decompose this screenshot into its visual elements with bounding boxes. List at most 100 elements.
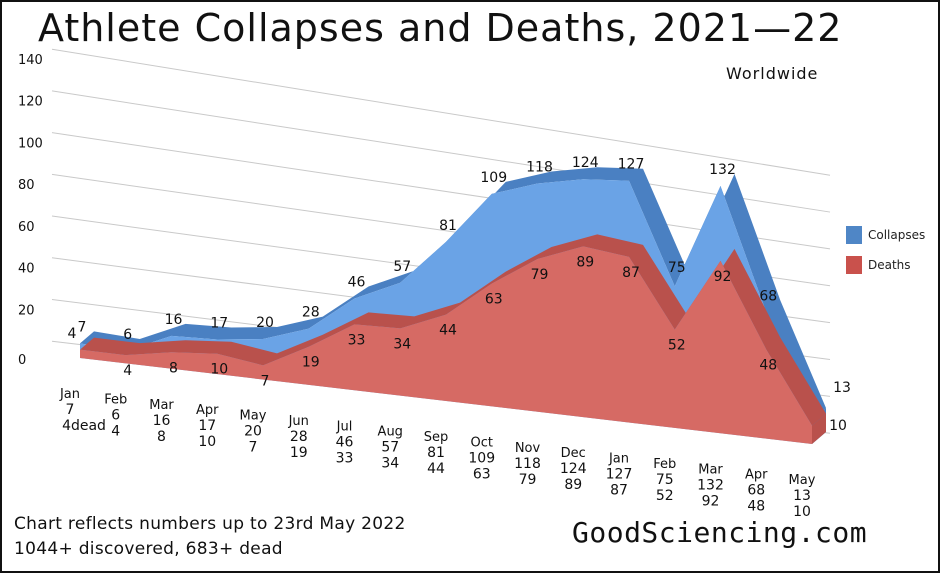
death-value-label: 92 [714, 269, 732, 285]
collapse-value-label: 57 [393, 259, 411, 275]
table-collapses-value: 28 [290, 429, 308, 445]
table-deaths-value: 10 [793, 504, 811, 520]
collapse-value-label: 20 [256, 315, 274, 331]
y-tick-label: 0 [18, 353, 26, 368]
collapse-value-label: 17 [210, 315, 228, 331]
table-collapses-value: 20 [244, 424, 262, 440]
collapse-value-label: 46 [348, 274, 366, 290]
table-deaths-value: 92 [702, 493, 720, 509]
collapse-value-label: 13 [833, 380, 851, 396]
gridline [51, 90, 831, 213]
month-label: May [789, 473, 816, 488]
month-label: Aug [378, 425, 403, 440]
legend-item-collapses: Collapses [846, 226, 925, 244]
table-deaths-value: 89 [564, 477, 582, 493]
y-tick-label: 100 [18, 136, 43, 151]
gridline [51, 48, 831, 176]
y-tick-label: 60 [18, 220, 35, 235]
legend-swatch-deaths [846, 256, 862, 274]
month-label: Apr [196, 403, 219, 418]
brand-text: GoodSciencing.com [572, 516, 868, 549]
month-label: Apr [745, 468, 768, 483]
y-tick-label: 120 [18, 95, 43, 110]
table-collapses-value: 81 [427, 445, 445, 461]
y-tick-label: 40 [18, 262, 35, 277]
legend-swatch-collapses [846, 226, 862, 244]
table-collapses-value: 13 [793, 488, 811, 504]
collapse-value-label: 81 [439, 218, 457, 234]
table-deaths-value: 87 [610, 483, 628, 499]
legend-label-deaths: Deaths [868, 258, 911, 272]
collapse-value-label: 75 [668, 260, 686, 276]
month-label: Mar [698, 462, 723, 477]
table-deaths-value: 52 [656, 488, 674, 504]
death-value-label: 10 [829, 418, 847, 434]
legend-item-deaths: Deaths [846, 256, 911, 274]
collapse-value-label: 118 [526, 160, 553, 176]
table-deaths-value: 7 [249, 440, 258, 456]
collapse-value-label: 4 [68, 326, 77, 342]
collapse-value-label: 7 [78, 319, 87, 335]
y-tick-label: 80 [18, 178, 35, 193]
table-collapses-value: 127 [606, 467, 633, 483]
death-value-label: 79 [531, 267, 549, 283]
table-deaths-value: 4dead [62, 418, 106, 434]
gridline [51, 132, 831, 250]
collapse-value-label: 124 [572, 155, 599, 171]
death-value-label: 33 [348, 332, 366, 348]
table-collapses-value: 68 [747, 483, 765, 499]
table-deaths-value: 34 [381, 456, 399, 472]
table-deaths-value: 79 [519, 472, 537, 488]
table-collapses-value: 118 [514, 456, 541, 472]
table-deaths-value: 8 [157, 429, 166, 445]
death-value-label: 63 [485, 292, 503, 308]
note-totals: 1044+ discovered, 683+ dead [14, 539, 283, 559]
table-deaths-value: 33 [336, 450, 354, 466]
death-value-label: 87 [622, 265, 640, 281]
collapse-value-label: 68 [759, 288, 777, 304]
chart-subtitle: Worldwide [726, 64, 819, 83]
table-collapses-value: 17 [198, 418, 216, 434]
chart-title: Athlete Collapses and Deaths, 2021—22 [38, 6, 843, 50]
table-deaths-value: 48 [747, 499, 765, 515]
death-value-label: 8 [169, 360, 178, 376]
y-tick-label: 140 [18, 53, 43, 68]
table-collapses-value: 75 [656, 472, 674, 488]
month-label: Dec [561, 446, 586, 461]
collapse-value-label: 16 [165, 312, 183, 328]
note-date: Chart reflects numbers up to 23rd May 20… [14, 514, 406, 534]
table-deaths-value: 63 [473, 466, 491, 482]
table-deaths-value: 10 [198, 434, 216, 450]
table-deaths-value: 4 [111, 423, 120, 439]
death-value-label: 48 [759, 357, 777, 373]
death-value-label: 4 [123, 363, 132, 379]
death-value-label: 34 [393, 336, 411, 352]
table-collapses-value: 132 [697, 477, 724, 493]
death-value-label: 52 [668, 338, 686, 354]
month-label: Jan [59, 387, 80, 402]
table-collapses-value: 46 [336, 434, 354, 450]
month-label: Sep [424, 430, 449, 445]
legend-label-collapses: Collapses [868, 228, 926, 242]
month-label: Mar [149, 398, 174, 413]
death-value-label: 7 [261, 373, 270, 389]
table-collapses-value: 7 [66, 402, 75, 418]
month-label: Jul [336, 419, 353, 434]
deaths-series-area [80, 246, 812, 444]
table-collapses-value: 6 [111, 407, 120, 423]
table-deaths-value: 19 [290, 445, 308, 461]
collapse-value-label: 28 [302, 305, 320, 321]
death-value-label: 89 [576, 254, 594, 270]
table-deaths-value: 44 [427, 461, 445, 477]
table-collapses-value: 57 [381, 440, 399, 456]
collapse-value-label: 109 [480, 170, 507, 186]
month-label: May [240, 409, 267, 424]
month-label: Feb [653, 457, 676, 472]
month-label: Nov [515, 441, 541, 456]
collapse-value-label: 6 [123, 327, 132, 343]
death-value-label: 19 [302, 355, 320, 371]
month-label: Jan [608, 452, 629, 467]
death-value-label: 10 [210, 362, 228, 378]
table-collapses-value: 109 [468, 450, 495, 466]
